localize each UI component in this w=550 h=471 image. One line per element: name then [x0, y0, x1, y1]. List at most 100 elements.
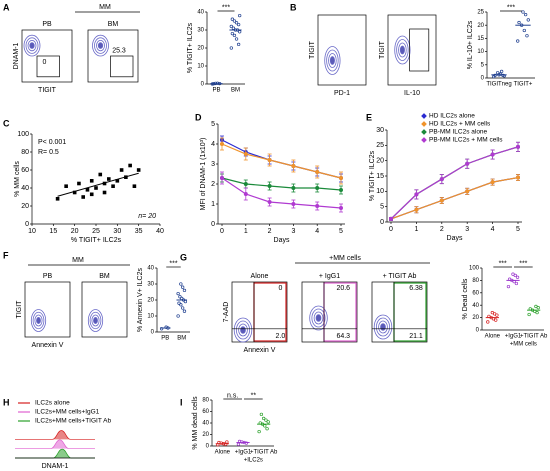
- y-axis-label: % Annexin V+ ILC2s: [137, 267, 144, 332]
- y-axis-label: % TIGIT+ ILC2s: [369, 150, 376, 201]
- data-point: [266, 420, 270, 424]
- data-point: [265, 427, 269, 431]
- gate-value: 0: [43, 59, 47, 66]
- y-tick-label: 80: [472, 278, 479, 284]
- y-axis-label: MFI of DNAM-1 (1x10³): [200, 138, 207, 211]
- annotation: n= 20: [138, 213, 156, 220]
- data-point: [181, 285, 185, 289]
- group-label: +MM cells: [510, 342, 537, 348]
- contour: [329, 56, 335, 65]
- data-point: [225, 440, 229, 444]
- data-point: [267, 200, 272, 204]
- x-tick-label: 0: [220, 228, 224, 235]
- y-axis-label: 7-AAD: [223, 302, 230, 323]
- data-point: [85, 188, 90, 192]
- y-tick-label: 15: [376, 173, 384, 180]
- data-point: [493, 73, 497, 78]
- y-tick-label: 20: [147, 298, 154, 304]
- contour: [91, 314, 100, 327]
- y-tick-label: 100: [17, 131, 29, 138]
- x-tick-label: 5: [516, 226, 520, 233]
- contour: [92, 34, 109, 57]
- legend-label: ILC2s alone: [35, 400, 70, 407]
- y-axis-label: TIGIT: [309, 40, 316, 59]
- y-tick-label: 40: [202, 421, 209, 427]
- gate-value: 20.6: [336, 285, 350, 292]
- data-point: [257, 429, 261, 434]
- data-point: [107, 177, 111, 181]
- legend-label: ILC2s+MM cells+TIGIT Ab: [35, 418, 111, 425]
- x-axis-label: DNAM-1: [42, 463, 69, 470]
- data-point: [534, 304, 538, 309]
- data-point: [179, 303, 183, 307]
- x-tick-label: 1: [414, 226, 418, 233]
- x-tick-label: +IgG1: [235, 450, 252, 456]
- y-tick-label: 20: [202, 432, 209, 438]
- y-tick-label: 20: [477, 23, 484, 29]
- plot-title: BM: [99, 273, 110, 280]
- data-point: [465, 161, 470, 166]
- legend-label: PB-MM ILC2s alone: [429, 129, 488, 136]
- data-point: [511, 272, 515, 276]
- data-point: [339, 188, 343, 192]
- contour: [315, 314, 322, 322]
- data-point: [176, 291, 180, 296]
- contour: [380, 323, 386, 331]
- panel-label: A: [3, 2, 10, 12]
- x-tick-label: PB: [212, 88, 220, 94]
- data-point: [490, 310, 494, 315]
- contour: [326, 49, 339, 72]
- y-tick-label: 0: [201, 82, 205, 88]
- x-axis-label: Annexin V: [32, 342, 64, 349]
- series-line: [221, 177, 342, 191]
- legend-label: PB-MM ILC2s + MM cells: [429, 137, 503, 144]
- x-tick-label: 15: [49, 228, 57, 235]
- contour: [311, 308, 326, 328]
- contour: [23, 34, 41, 57]
- legend-swatch: [421, 113, 427, 119]
- data-point: [98, 172, 103, 177]
- data-point: [486, 320, 490, 324]
- data-point: [230, 31, 235, 36]
- data-point: [234, 21, 239, 25]
- y-axis-label: % MM cells: [14, 161, 21, 197]
- contour: [240, 326, 246, 334]
- y-tick-label: 5: [380, 204, 384, 211]
- y-tick-label: 40: [147, 266, 154, 272]
- x-tick-label: 30: [113, 228, 121, 235]
- y-axis-label: % MM dead cells: [192, 396, 199, 450]
- y-tick-label: 40: [197, 10, 204, 16]
- panel-label: G: [180, 252, 187, 262]
- panel-header: +MM cells: [329, 255, 361, 262]
- data-point: [490, 180, 495, 185]
- data-point: [414, 192, 419, 197]
- significance-label: ***: [507, 4, 515, 11]
- y-tick-label: 5: [481, 62, 485, 68]
- contour: [233, 317, 253, 343]
- histogram-curve: [15, 448, 95, 459]
- series-line: [390, 176, 519, 220]
- data-point: [119, 168, 124, 172]
- contour: [30, 309, 47, 332]
- data-point: [102, 181, 107, 186]
- data-point: [522, 28, 526, 33]
- data-point: [516, 144, 520, 149]
- data-point: [182, 288, 187, 293]
- x-tick-label: 1: [244, 228, 248, 235]
- x-axis-label: % TIGIT+ ILC2s: [71, 237, 122, 244]
- data-point: [523, 12, 528, 17]
- annotation: R= 0.5: [38, 149, 59, 156]
- y-tick-label: 20: [197, 46, 204, 52]
- gate: [36, 55, 60, 78]
- data-point: [232, 19, 237, 23]
- histogram-curve: [15, 439, 95, 450]
- data-point: [230, 17, 235, 21]
- data-point: [339, 206, 343, 210]
- y-axis-label: TIGIT: [379, 40, 386, 59]
- annotation: P< 0.001: [38, 139, 66, 146]
- plot-frame: [81, 281, 128, 338]
- data-point: [439, 198, 444, 203]
- x-tick-label: 3: [465, 226, 469, 233]
- y-tick-label: 80: [21, 149, 29, 156]
